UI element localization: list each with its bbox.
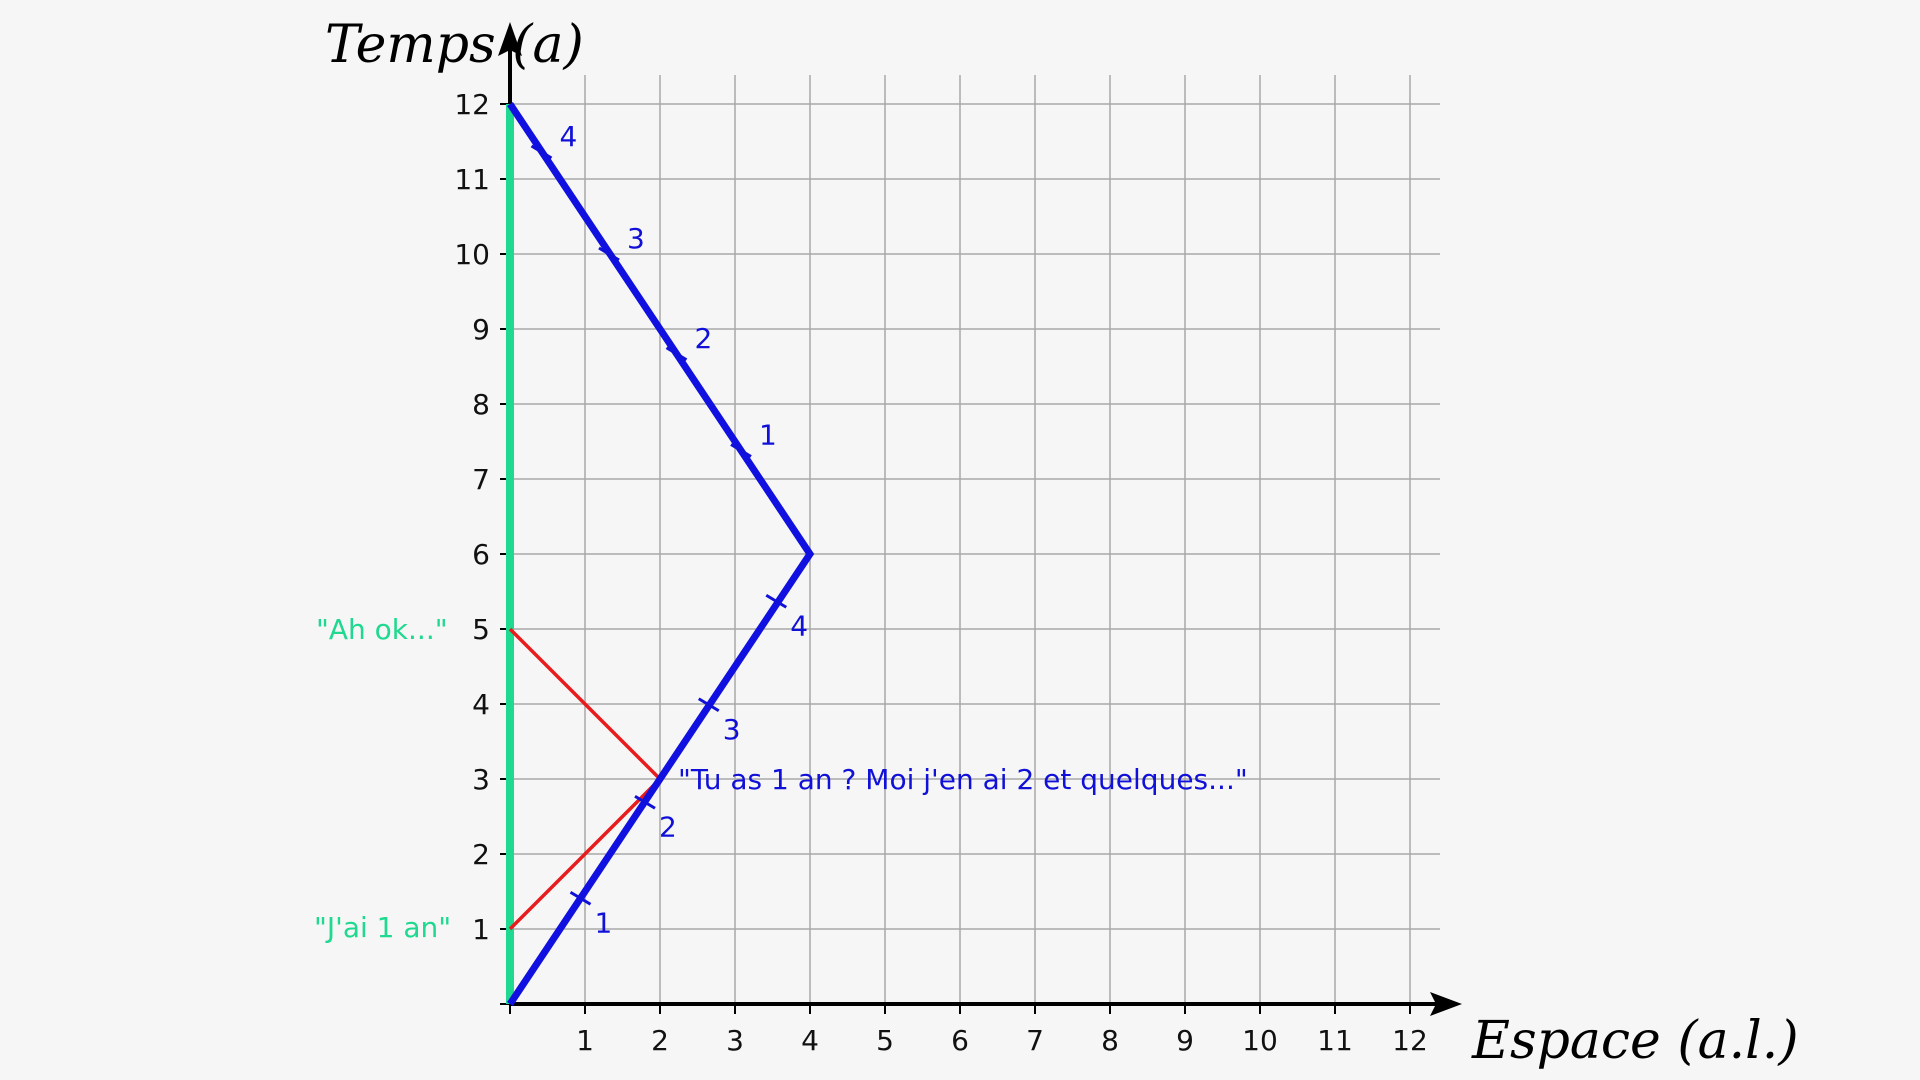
annotation-ah-ok: "Ah ok..." — [316, 613, 448, 646]
x-tick-label: 9 — [1176, 1024, 1194, 1057]
x-tick-label: 3 — [726, 1024, 744, 1057]
x-tick-label: 6 — [951, 1024, 969, 1057]
annotation-jai-1-an: "J'ai 1 an" — [314, 911, 451, 944]
traveler-age-marks: 1 2 3 4 1 2 3 4 — [530, 120, 808, 939]
x-tick-label: 8 — [1101, 1024, 1119, 1057]
age-tick — [530, 144, 553, 160]
age-tick-label: 1 — [595, 906, 613, 939]
age-tick-label: 3 — [627, 222, 645, 255]
y-tick-label: 7 — [472, 463, 490, 496]
x-tick-label: 4 — [801, 1024, 819, 1057]
y-tick-label: 9 — [472, 313, 490, 346]
y-tick-label: 6 — [472, 538, 490, 571]
age-tick — [598, 246, 620, 262]
x-tick-label: 2 — [651, 1024, 669, 1057]
age-tick-label: 4 — [790, 609, 808, 642]
age-tick — [634, 794, 656, 810]
age-tick — [730, 443, 752, 458]
signal-outgoing — [508, 777, 662, 931]
annotation-tu-as-1-an: "Tu as 1 an ? Moi j'en ai 2 et quelques.… — [678, 763, 1248, 796]
x-tick-label: 7 — [1026, 1024, 1044, 1057]
y-tick-label: 3 — [472, 763, 490, 796]
y-tick-label: 11 — [454, 163, 490, 196]
age-tick — [697, 697, 720, 713]
age-tick-label: 3 — [723, 713, 741, 746]
y-tick-label: 8 — [472, 388, 490, 421]
x-axis-arrow — [1430, 992, 1462, 1016]
age-tick — [569, 890, 592, 906]
y-tick-label: 5 — [472, 613, 490, 646]
age-tick-label: 2 — [659, 810, 677, 843]
grid — [510, 75, 1440, 1004]
x-axis-title: Espace (a.l.) — [1471, 1011, 1799, 1071]
x-tick-label: 12 — [1392, 1024, 1428, 1057]
y-tick-label: 10 — [454, 238, 490, 271]
age-tick-label: 2 — [695, 322, 713, 355]
y-tick-label: 2 — [472, 838, 490, 871]
age-tick-label: 4 — [560, 120, 578, 153]
y-tick-label: 12 — [454, 88, 490, 121]
age-tick — [665, 346, 688, 362]
y-tick-label: 4 — [472, 688, 490, 721]
age-tick — [765, 593, 788, 609]
x-tick-label: 5 — [876, 1024, 894, 1057]
signal-return — [508, 627, 662, 781]
x-tick-label: 11 — [1317, 1024, 1353, 1057]
axes — [498, 22, 1462, 1016]
y-axis-title: Temps (a) — [325, 15, 584, 75]
x-tick-label: 10 — [1242, 1024, 1278, 1057]
y-tick-label: 1 — [472, 913, 490, 946]
x-tick-label: 1 — [576, 1024, 594, 1057]
age-tick-label: 1 — [759, 419, 777, 452]
y-axis-arrow — [498, 22, 522, 56]
